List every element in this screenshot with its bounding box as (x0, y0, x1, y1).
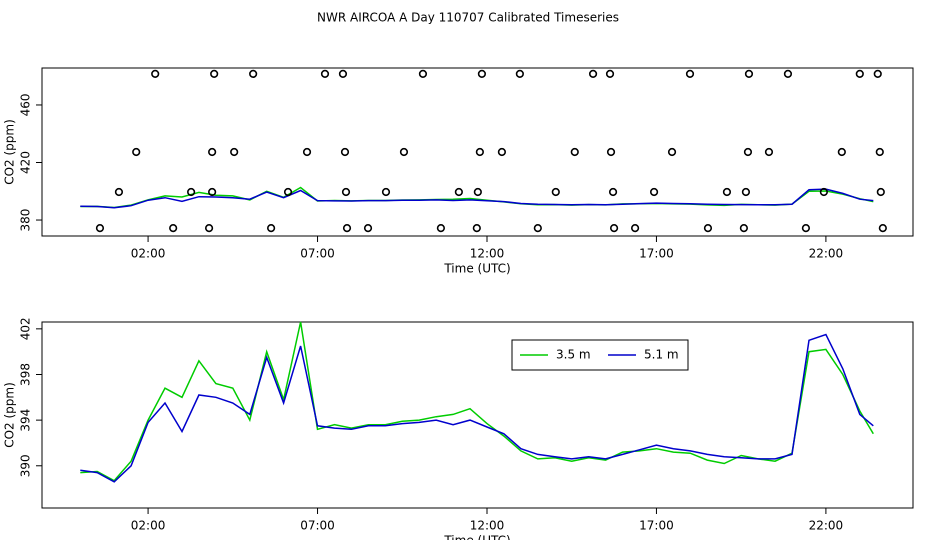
outlier-point (855, 69, 864, 78)
plot-frame (41, 321, 914, 509)
outlier-point (630, 223, 640, 233)
outlier-point (875, 147, 884, 157)
outlier-point (418, 69, 428, 78)
outlier-point (472, 223, 481, 233)
x-tick-label: 12:00 (470, 247, 505, 261)
outlier-point (363, 223, 373, 233)
outlier-point (667, 147, 677, 157)
outlier-point (473, 187, 482, 197)
outlier-point (878, 223, 887, 233)
y-tick-label: 390 (19, 454, 33, 477)
outlier-point (515, 69, 524, 78)
outlier-point (283, 187, 293, 197)
outlier-point (649, 187, 659, 197)
outlier-point (722, 187, 732, 197)
x-axis-label: Time (UTC) (443, 262, 510, 276)
x-tick-label: 22:00 (809, 519, 844, 533)
y-tick-label: 398 (19, 363, 33, 386)
outlier-point (342, 223, 352, 233)
outlier-point (685, 69, 695, 78)
y-tick-label: 380 (19, 209, 33, 232)
outlier-point (341, 187, 351, 197)
x-tick-label: 12:00 (470, 519, 505, 533)
series-line (80, 333, 874, 483)
outlier-point (249, 69, 258, 78)
x-tick-label: 17:00 (639, 519, 674, 533)
outlier-point (187, 187, 196, 197)
outlier-point (783, 69, 793, 78)
outlier-point (95, 223, 105, 233)
outlier-point (399, 147, 409, 157)
outlier-point (741, 187, 751, 197)
legend-label: 5.1 m (644, 348, 679, 362)
x-tick-label: 17:00 (639, 247, 674, 261)
outlier-point (381, 187, 391, 197)
outlier-point (340, 147, 350, 157)
outlier-point (876, 187, 885, 197)
outlier-point (606, 147, 616, 157)
outlier-point (497, 147, 507, 157)
outlier-point (302, 147, 312, 157)
outlier-point (210, 69, 219, 78)
outlier-point (588, 69, 598, 78)
outlier-point (338, 69, 348, 78)
outlier-point (533, 223, 542, 233)
chart-title: NWR AIRCOA A Day 110707 Calibrated Times… (317, 11, 619, 25)
outlier-point (436, 223, 445, 233)
y-tick-label: 420 (19, 151, 33, 174)
outlier-point (132, 147, 141, 157)
x-tick-label: 07:00 (300, 519, 335, 533)
outlier-point (609, 223, 619, 233)
outlier-point (570, 147, 579, 157)
x-axis-label: Time (UTC) (443, 534, 510, 540)
outlier-point (208, 187, 217, 197)
outlier-point (764, 147, 774, 157)
plot-frame (41, 67, 914, 237)
outlier-point (208, 147, 217, 157)
outlier-point (837, 147, 846, 157)
outlier-point (169, 223, 178, 233)
outlier-point (739, 223, 748, 233)
outlier-point (551, 187, 560, 197)
outlier-point (744, 69, 754, 78)
outlier-point (204, 223, 214, 233)
series-line (80, 188, 874, 209)
outlier-point (605, 69, 615, 78)
outlier-point (608, 187, 618, 197)
y-tick-label: 460 (19, 94, 33, 117)
outlier-point (477, 69, 487, 78)
y-axis-label: CO2 (ppm) (3, 119, 17, 185)
outlier-point (873, 69, 882, 78)
outlier-point (801, 223, 811, 233)
y-tick-label: 402 (19, 317, 33, 340)
outlier-point (703, 223, 713, 233)
outlier-point (320, 69, 330, 78)
y-tick-label: 394 (19, 409, 33, 432)
outlier-point (454, 187, 463, 197)
legend-label: 3.5 m (556, 348, 591, 362)
outlier-point (230, 147, 239, 157)
outlier-point (819, 187, 828, 197)
x-tick-label: 22:00 (809, 247, 844, 261)
x-tick-label: 02:00 (131, 247, 166, 261)
outlier-point (267, 223, 276, 233)
x-tick-label: 07:00 (300, 247, 335, 261)
outlier-point (151, 69, 160, 78)
outlier-point (475, 147, 484, 157)
x-tick-label: 02:00 (131, 519, 166, 533)
y-axis-label: CO2 (ppm) (3, 382, 17, 448)
outlier-point (114, 187, 124, 197)
outlier-point (743, 147, 753, 157)
series-line (80, 321, 874, 482)
